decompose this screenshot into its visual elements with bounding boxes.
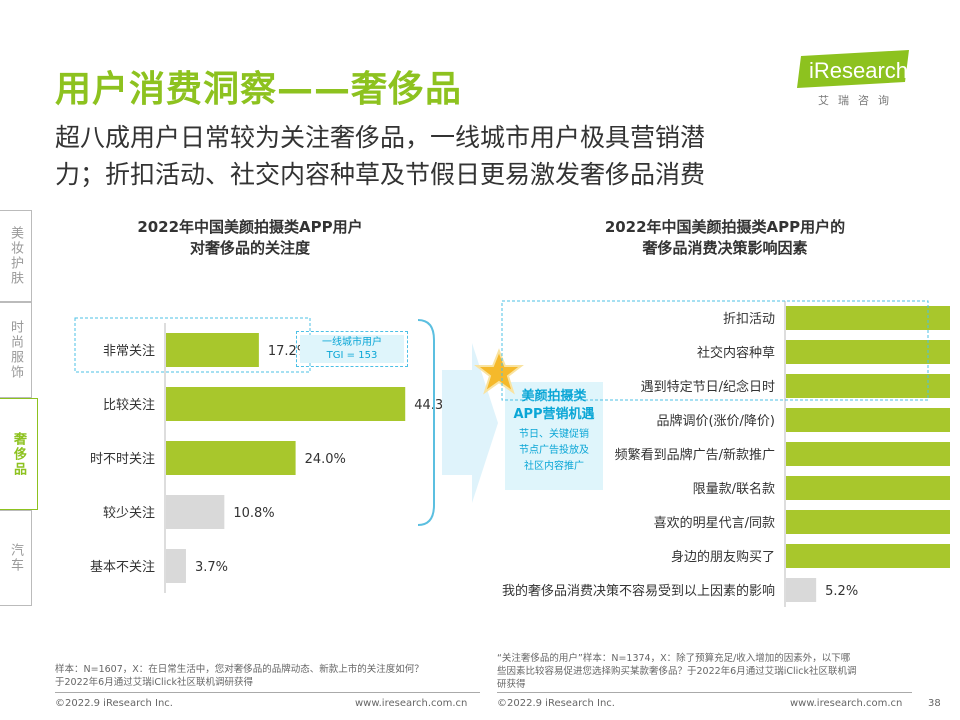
- bar: [786, 306, 960, 330]
- value-label: 10.8%: [233, 506, 274, 521]
- right-source-note: “关注奢侈品的用户”样本：N=1374，X：除了预算充足/收入增加的因素外，以下…: [497, 652, 917, 691]
- page-subtitle-line1: 超八成用户日常较为关注奢侈品，一线城市用户极具营销潜: [55, 123, 706, 152]
- bar: [786, 340, 960, 364]
- bar: [786, 442, 960, 466]
- right-chart-title-line2: 奢侈品消费决策影响因素: [642, 239, 808, 257]
- right-bar-chart-svg: 折扣活动47.6%社交内容种草43.2%遇到特定节日/纪念日时43.2%品牌调价…: [501, 300, 960, 607]
- bar: [786, 408, 960, 432]
- bar: [166, 387, 406, 421]
- tier1-callout: 一线城市用户 TGI = 153: [300, 335, 404, 363]
- category-label: 较少关注: [103, 506, 155, 521]
- connector-arrow: [417, 319, 498, 526]
- category-label: 品牌调价(涨价/降价): [656, 413, 775, 429]
- side-tab-label: 美妆护肤: [8, 226, 23, 286]
- category-label: 非常关注: [103, 344, 155, 359]
- category-label: 频繁看到品牌广告/新款推广: [615, 447, 775, 463]
- right-chart-title-line1: 2022年中国美颜拍摄类APP用户的: [604, 218, 846, 236]
- footer-copyright-left: ©2022.9 iResearch Inc.: [55, 698, 173, 709]
- page-title: 用户消费洞察——奢侈品: [55, 69, 463, 110]
- side-tab-auto[interactable]: 汽车: [0, 510, 32, 606]
- right-chart-title: 2022年中国美颜拍摄类APP用户的 奢侈品消费决策影响因素: [540, 217, 910, 259]
- star-icon: [474, 348, 524, 395]
- side-tab-label: 奢侈品: [11, 431, 26, 477]
- category-label: 基本不关注: [90, 560, 155, 575]
- category-label: 折扣活动: [723, 312, 775, 327]
- footer-url-right[interactable]: www.iresearch.com.cn: [790, 698, 903, 709]
- opportunity-line4: 节点广告投放及: [519, 445, 589, 456]
- bar: [786, 578, 817, 602]
- bar: [166, 495, 225, 529]
- left-note-line1: 样本：N=1607，X：在日常生活中，您对奢侈品的品牌动态、新款上市的关注度如何…: [55, 664, 424, 675]
- page-number: 38: [928, 698, 941, 709]
- side-tab-label: 汽车: [8, 543, 23, 573]
- bracket-icon: [417, 319, 435, 526]
- bar: [166, 549, 186, 583]
- category-label: 社交内容种草: [697, 345, 775, 361]
- value-label: 3.7%: [195, 560, 228, 575]
- iresearch-logo: iResearch: [795, 48, 913, 110]
- category-label: 限量款/联名款: [693, 481, 775, 497]
- left-chart-title-line2: 对奢侈品的关注度: [189, 239, 310, 257]
- value-label: 24.0%: [305, 452, 346, 467]
- category-label: 比较关注: [103, 398, 155, 413]
- side-tab-luxury[interactable]: 奢侈品: [0, 398, 38, 510]
- left-bar-chart-svg: 非常关注 17.2%比较关注 44.3%时不时关注 24.0%较少关注 10.8%基本不…: [74, 317, 456, 593]
- category-label: 身边的朋友购买了: [671, 549, 775, 565]
- side-tab-label: 时尚服饰: [8, 320, 23, 380]
- tier1-callout-line1: 一线城市用户: [322, 337, 382, 348]
- category-label: 时不时关注: [90, 452, 155, 467]
- category-label: 喜欢的明星代言/同款: [654, 515, 775, 531]
- bar: [786, 374, 960, 398]
- page-subtitle-line2: 力；折扣活动、社交内容种草及节假日更易激发奢侈品消费: [55, 160, 706, 189]
- footer-divider-left: [55, 692, 480, 693]
- bar: [166, 441, 296, 475]
- bar: [786, 544, 951, 568]
- tier1-callout-line2: TGI = 153: [326, 350, 378, 361]
- left-source-note: 样本：N=1607，X：在日常生活中，您对奢侈品的品牌动态、新款上市的关注度如何…: [55, 663, 485, 689]
- side-tab-fashion[interactable]: 时尚服饰: [0, 302, 32, 398]
- opportunity-line2: APP营销机遇: [513, 407, 595, 422]
- right-bar-chart: 折扣活动47.6%社交内容种草43.2%遇到特定节日/纪念日时43.2%品牌调价…: [480, 300, 960, 610]
- logo-chinese-text: 艾瑞咨询: [818, 94, 898, 107]
- side-tab-beauty[interactable]: 美妆护肤: [0, 210, 32, 302]
- category-label: 我的奢侈品消费决策不容易受到以上因素的影响: [502, 583, 775, 599]
- left-chart-title: 2022年中国美颜拍摄类APP用户 对奢侈品的关注度: [90, 217, 410, 259]
- tier1-callout-frame: [296, 331, 408, 367]
- opportunity-line3: 节日、关键促销: [519, 429, 589, 440]
- category-label: 遇到特定节日/纪念日时: [641, 379, 775, 395]
- arrow-right-icon: [442, 343, 498, 503]
- right-note-line3: 研获得: [497, 679, 526, 690]
- value-label: 5.2%: [825, 584, 858, 599]
- footer-divider-right: [497, 692, 912, 693]
- footer-url-left[interactable]: www.iresearch.com.cn: [355, 698, 468, 709]
- logo-brand-text: iResearch: [809, 58, 908, 83]
- right-note-line2: 些因素比较容易促进您选择购买某款奢侈品？于2022年6月通过艾瑞iClick社区…: [497, 666, 857, 677]
- left-chart-title-line1: 2022年中国美颜拍摄类APP用户: [137, 218, 363, 236]
- bar: [786, 476, 960, 500]
- right-note-line1: “关注奢侈品的用户”样本：N=1374，X：除了预算充足/收入增加的因素外，以下…: [497, 653, 851, 664]
- highlight-frame: [501, 300, 929, 401]
- opportunity-line5: 社区内容推广: [524, 461, 584, 472]
- left-note-line2: 于2022年6月通过艾瑞iClick社区联机调研获得: [55, 677, 253, 688]
- bar: [166, 333, 259, 367]
- left-bar-chart: 非常关注 17.2% 比较关注 44.3% 时不时关注 24.0% 较少关注 10.8% 基本不…: [60, 300, 480, 600]
- footer-copyright-right: ©2022.9 iResearch Inc.: [497, 698, 615, 709]
- bar: [786, 510, 960, 534]
- value-label: 17.2%: [268, 344, 309, 359]
